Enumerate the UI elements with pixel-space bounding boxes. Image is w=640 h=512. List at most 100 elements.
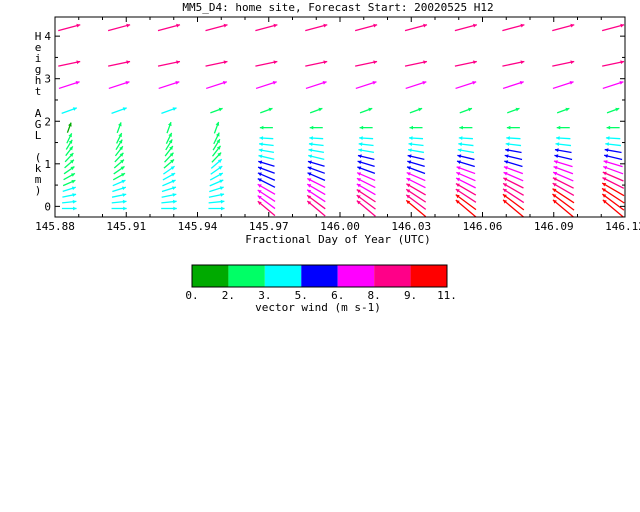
wind-vector	[164, 145, 174, 157]
wind-vector	[255, 60, 278, 67]
wind-vector	[257, 178, 276, 188]
wind-vector	[505, 142, 522, 147]
wind-vector	[556, 125, 570, 130]
chart-title: MM5_D4: home site, Forecast Start: 20020…	[182, 1, 493, 14]
wind-vector	[309, 136, 324, 140]
wind-vector	[602, 171, 624, 182]
wind-vector	[211, 152, 222, 163]
x-tick-label: 146.12	[605, 220, 640, 233]
wind-vector	[166, 121, 172, 134]
wind-vector	[258, 154, 275, 160]
wind-vector	[455, 80, 477, 90]
wind-vector	[305, 23, 328, 32]
wind-vector	[209, 179, 224, 187]
wind-vector	[309, 107, 323, 114]
x-axis-label: Fractional Day of Year (UTC)	[245, 233, 430, 246]
wind-vector	[556, 107, 570, 114]
wind-vector	[213, 121, 220, 134]
wind-vector	[257, 166, 275, 174]
wind-vector	[112, 172, 126, 181]
wind-vector	[456, 166, 476, 175]
wind-vector	[455, 188, 477, 203]
wind-vector	[459, 107, 473, 114]
wind-vector	[552, 193, 575, 211]
wind-vector	[162, 172, 176, 181]
wind-vector	[359, 125, 373, 130]
wind-vector	[210, 165, 223, 175]
wind-vector	[406, 183, 426, 196]
wind-vector	[205, 60, 228, 67]
wind-vector	[257, 189, 276, 202]
wind-vector	[357, 160, 375, 167]
wind-vector	[456, 171, 476, 182]
wind-vector	[355, 80, 377, 90]
wind-vector	[63, 166, 75, 175]
wind-vector	[404, 23, 428, 32]
wind-vector	[257, 183, 276, 195]
wind-vector	[308, 148, 325, 154]
wind-vector	[258, 160, 275, 167]
y-tick-label: 3	[44, 73, 51, 86]
wind-vector	[308, 142, 324, 147]
wind-vector	[257, 172, 276, 181]
colorbar-label: vector wind (m s-1)	[255, 301, 381, 314]
wind-vector	[405, 194, 427, 210]
wind-vector	[458, 142, 474, 147]
x-tick-label: 145.94	[178, 220, 218, 233]
y-tick-label: 1	[44, 158, 51, 171]
wind-vector	[601, 193, 625, 211]
colorbar-segment	[337, 265, 375, 287]
wind-vector	[552, 23, 575, 32]
wind-vector	[205, 80, 228, 90]
wind-vector	[64, 152, 74, 163]
wind-vector	[205, 23, 228, 32]
colorbar-segment	[374, 265, 411, 287]
wind-vector	[161, 199, 177, 204]
wind-vector	[457, 148, 475, 154]
wind-vector	[164, 152, 174, 163]
wind-vector	[606, 107, 620, 114]
colorbar-tick-label: 8.	[368, 289, 381, 302]
wind-vector	[604, 154, 623, 161]
wind-vector	[210, 158, 223, 169]
wind-vector	[552, 182, 575, 197]
wind-vector	[66, 133, 73, 144]
wind-vector	[161, 193, 177, 198]
wind-vector	[259, 125, 273, 130]
x-tick-label: 146.03	[391, 220, 431, 233]
wind-vector	[165, 132, 173, 144]
wind-vector	[357, 166, 376, 174]
wind-vector	[456, 160, 475, 168]
x-tick-label: 145.97	[249, 220, 289, 233]
y-tick-label: 0	[44, 200, 51, 213]
wind-vector	[114, 152, 124, 163]
wind-vector	[601, 23, 625, 32]
wind-vector	[507, 107, 520, 114]
x-tick-label: 146.00	[320, 220, 360, 233]
wind-vector	[107, 23, 131, 32]
wind-vector	[163, 165, 175, 175]
wind-vector	[58, 23, 81, 32]
wind-vector	[255, 80, 277, 90]
colorbar: 0. 2. 3. 5. 6. 8. 9. 11.	[185, 264, 457, 302]
wind-vector	[111, 107, 127, 114]
wind-vector	[210, 107, 223, 114]
colorbar-segment	[410, 265, 447, 287]
wind-vector	[455, 199, 477, 218]
wind-vector	[553, 160, 573, 168]
wind-vector	[554, 154, 573, 161]
wind-vector	[356, 194, 376, 210]
wind-vector	[116, 122, 122, 134]
wind-vector	[255, 23, 278, 32]
wind-vector	[408, 136, 424, 140]
x-axis: 145.88 145.91 145.94 145.97 146.00 146.03 146.…	[35, 17, 640, 233]
wind-vector	[209, 172, 224, 181]
wind-vector	[65, 139, 73, 150]
wind-vector	[61, 107, 78, 114]
wind-vector	[309, 125, 323, 130]
wind-vector	[112, 179, 126, 187]
wind-vector	[604, 148, 622, 154]
x-tick-label: 146.09	[534, 220, 574, 233]
wind-vector	[405, 188, 427, 203]
wind-vector	[503, 166, 524, 175]
